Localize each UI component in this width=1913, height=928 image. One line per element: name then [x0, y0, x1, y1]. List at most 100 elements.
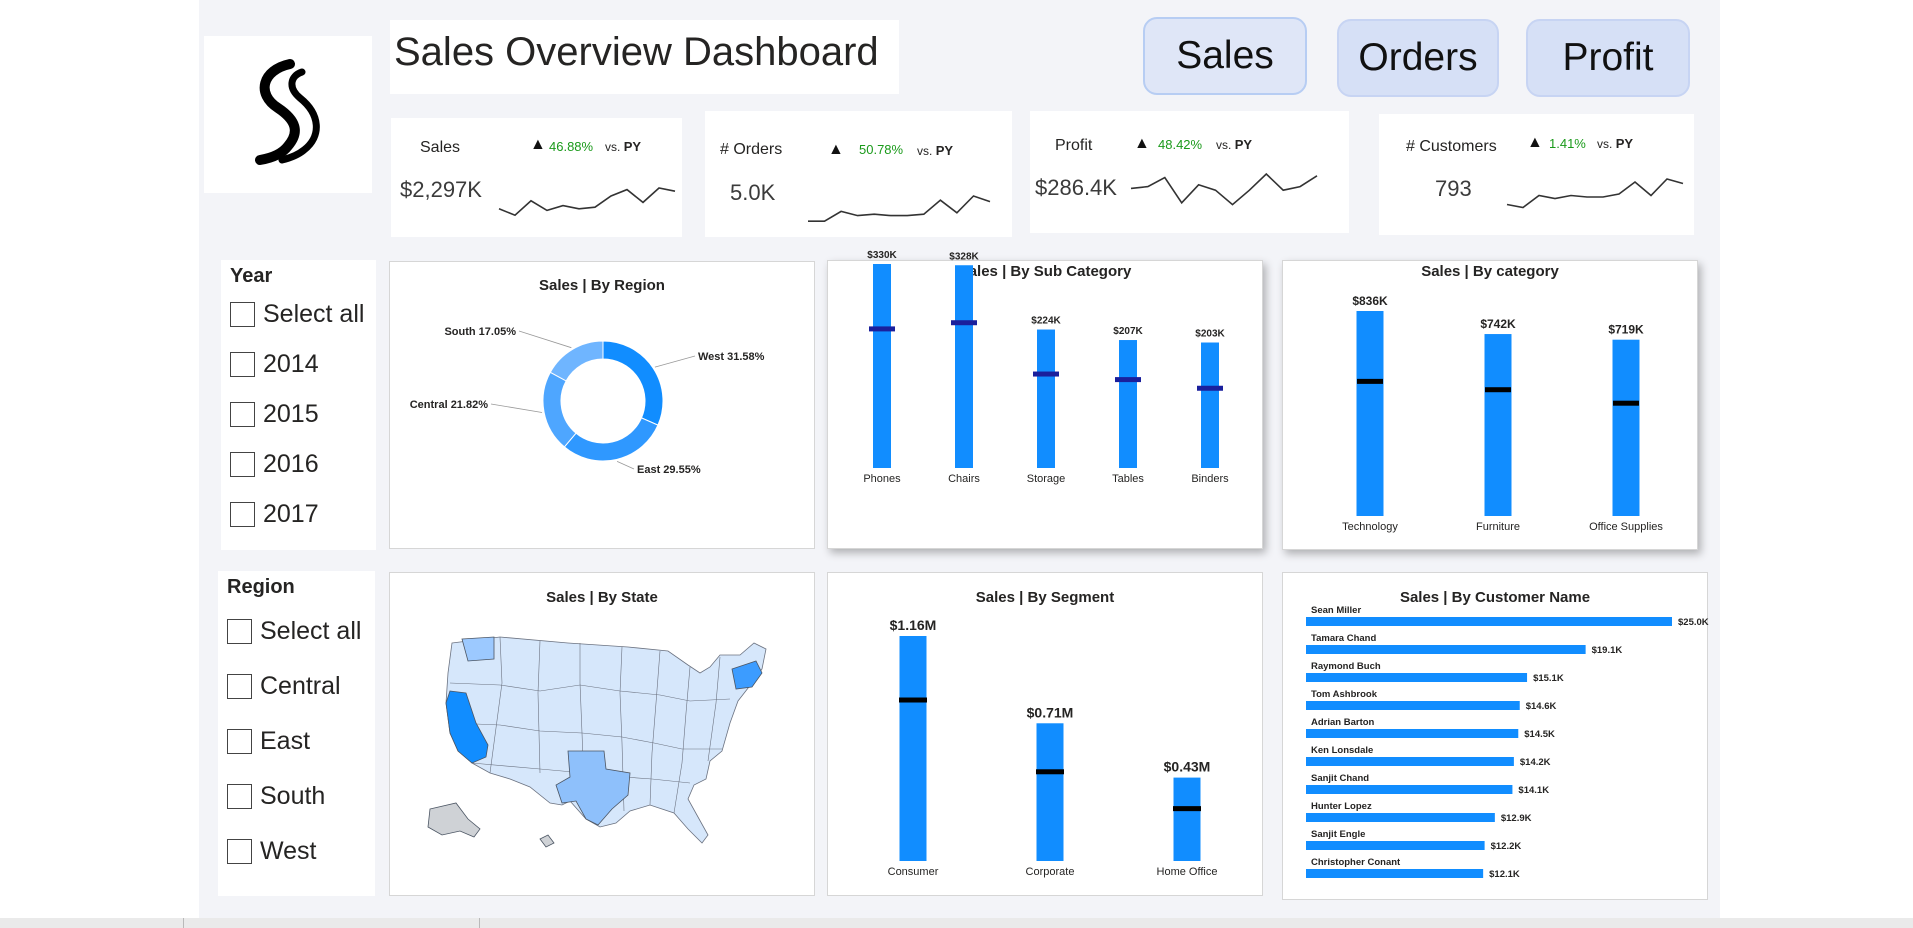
kpi-vs-label: vs. PY	[917, 143, 954, 158]
kpi-change-pct: 46.88%	[549, 139, 594, 154]
category-label: Furniture	[1476, 521, 1520, 533]
up-arrow-icon: ▲	[1134, 135, 1150, 152]
data-label: $14.6K	[1526, 701, 1557, 712]
bar[interactable]	[1306, 813, 1495, 822]
target-marker	[951, 320, 977, 326]
bar[interactable]	[1306, 869, 1484, 878]
year-option-2015[interactable]: 2015	[230, 400, 319, 429]
bar[interactable]	[1306, 701, 1520, 710]
bar[interactable]	[1306, 841, 1485, 850]
checkbox[interactable]	[227, 619, 252, 644]
checkbox[interactable]	[227, 674, 252, 699]
bar[interactable]	[955, 265, 973, 468]
donut-label: Central 21.82%	[410, 399, 488, 411]
region-donut-chart: West 31.58% East 29.55% Central 21.82% Sout…	[410, 326, 765, 476]
donut-label: East 29.55%	[637, 464, 701, 476]
region-option-select-all[interactable]: Select all	[227, 617, 361, 646]
region-option-west[interactable]: West	[227, 837, 317, 866]
data-label: $224K	[1031, 316, 1061, 327]
up-arrow-icon: ▲	[530, 136, 546, 153]
donut-label: West 31.58%	[698, 351, 765, 363]
target-marker	[899, 697, 927, 703]
state-california[interactable]	[445, 690, 489, 764]
up-arrow-icon: ▲	[828, 141, 844, 158]
bar[interactable]	[1119, 340, 1137, 468]
checkbox[interactable]	[230, 452, 255, 477]
region-option-south[interactable]: South	[227, 782, 325, 811]
bar[interactable]	[1036, 723, 1064, 861]
page-tabs-bar	[0, 918, 1913, 928]
company-logo-icon	[255, 59, 320, 165]
bar[interactable]	[873, 264, 891, 468]
region-slicer-title: Region	[227, 576, 295, 598]
state-washington[interactable]	[461, 636, 495, 662]
tab-divider	[183, 918, 184, 928]
kpi-card-orders: # Orders ▲ 50.78% vs. PY 5.0K	[705, 111, 1012, 237]
bar[interactable]	[1201, 342, 1219, 468]
sparkline-path	[498, 187, 676, 217]
data-label: $836K	[1352, 294, 1388, 308]
state-alaska[interactable]	[427, 802, 481, 838]
bar[interactable]	[1306, 673, 1528, 682]
target-marker	[1357, 378, 1383, 384]
sales-nav-button[interactable]: Sales	[1143, 17, 1307, 95]
category-label: Phones	[863, 473, 901, 485]
region-option-central[interactable]: Central	[227, 672, 341, 701]
bar[interactable]	[1484, 334, 1512, 516]
checkbox[interactable]	[227, 839, 252, 864]
data-label: $12.9K	[1501, 813, 1532, 824]
bar[interactable]	[1306, 617, 1672, 626]
region-slicer: Region Select all Central East South Wes…	[218, 571, 375, 896]
year-option-2016[interactable]: 2016	[230, 450, 319, 479]
donut-slice-south[interactable]	[549, 340, 604, 382]
checkbox[interactable]	[230, 402, 255, 427]
kpi-label: # Customers	[1406, 138, 1497, 155]
orders-nav-button[interactable]: Orders	[1337, 19, 1499, 97]
bar[interactable]	[1306, 785, 1513, 794]
data-label: $14.2K	[1520, 757, 1551, 768]
year-option-select-all[interactable]: Select all	[230, 300, 364, 329]
leader-line	[490, 403, 543, 413]
checkbox[interactable]	[230, 302, 255, 327]
data-label: $1.16M	[890, 617, 937, 633]
checkbox[interactable]	[227, 784, 252, 809]
bar[interactable]	[1037, 329, 1055, 468]
year-slicer-title: Year	[230, 265, 273, 287]
kpi-vs-label: vs. PY	[1216, 137, 1253, 152]
region-option-east[interactable]: East	[227, 727, 310, 756]
category-label: Office Supplies	[1589, 521, 1663, 533]
bar[interactable]	[1306, 729, 1519, 738]
subcategory-bar-chart: $330K Phones $328K Chairs $224K Storage $207K T…	[863, 250, 1229, 485]
bar[interactable]	[1612, 339, 1640, 516]
checkbox[interactable]	[230, 502, 255, 527]
kpi-label: # Orders	[720, 141, 783, 158]
kpi-card-profit: Profit ▲ 48.42% vs. PY $286.4K	[1030, 111, 1349, 233]
map-states-highlighted	[445, 636, 763, 826]
bar[interactable]	[1173, 777, 1201, 861]
state-new-york[interactable]	[731, 660, 763, 690]
target-marker	[1173, 806, 1201, 812]
state-texas[interactable]	[555, 750, 631, 826]
checkbox[interactable]	[227, 729, 252, 754]
category-label: Consumer	[888, 866, 939, 878]
profit-nav-button[interactable]: Profit	[1526, 19, 1690, 97]
bar[interactable]	[899, 636, 927, 861]
us-state-map	[427, 636, 767, 848]
region-donut-card: Sales | By Region West 31.58% East 29.55%…	[389, 261, 815, 549]
donut-slice-central[interactable]	[542, 371, 577, 448]
checkbox[interactable]	[230, 352, 255, 377]
bar[interactable]	[1306, 645, 1586, 654]
category-label: Corporate	[1026, 866, 1075, 878]
target-marker	[1197, 385, 1223, 391]
state-hawaii[interactable]	[539, 834, 555, 848]
category-label: Home Office	[1157, 866, 1218, 878]
customer-name: Tamara Chand	[1311, 633, 1376, 644]
donut-slice-east[interactable]	[563, 417, 659, 462]
bar[interactable]	[1306, 757, 1514, 766]
data-label: $19.1K	[1592, 645, 1623, 656]
donut-slice-west[interactable]	[602, 340, 664, 426]
data-label: $0.43M	[1164, 759, 1211, 775]
year-option-2017[interactable]: 2017	[230, 500, 319, 529]
bar[interactable]	[1356, 311, 1384, 516]
year-option-2014[interactable]: 2014	[230, 350, 319, 379]
